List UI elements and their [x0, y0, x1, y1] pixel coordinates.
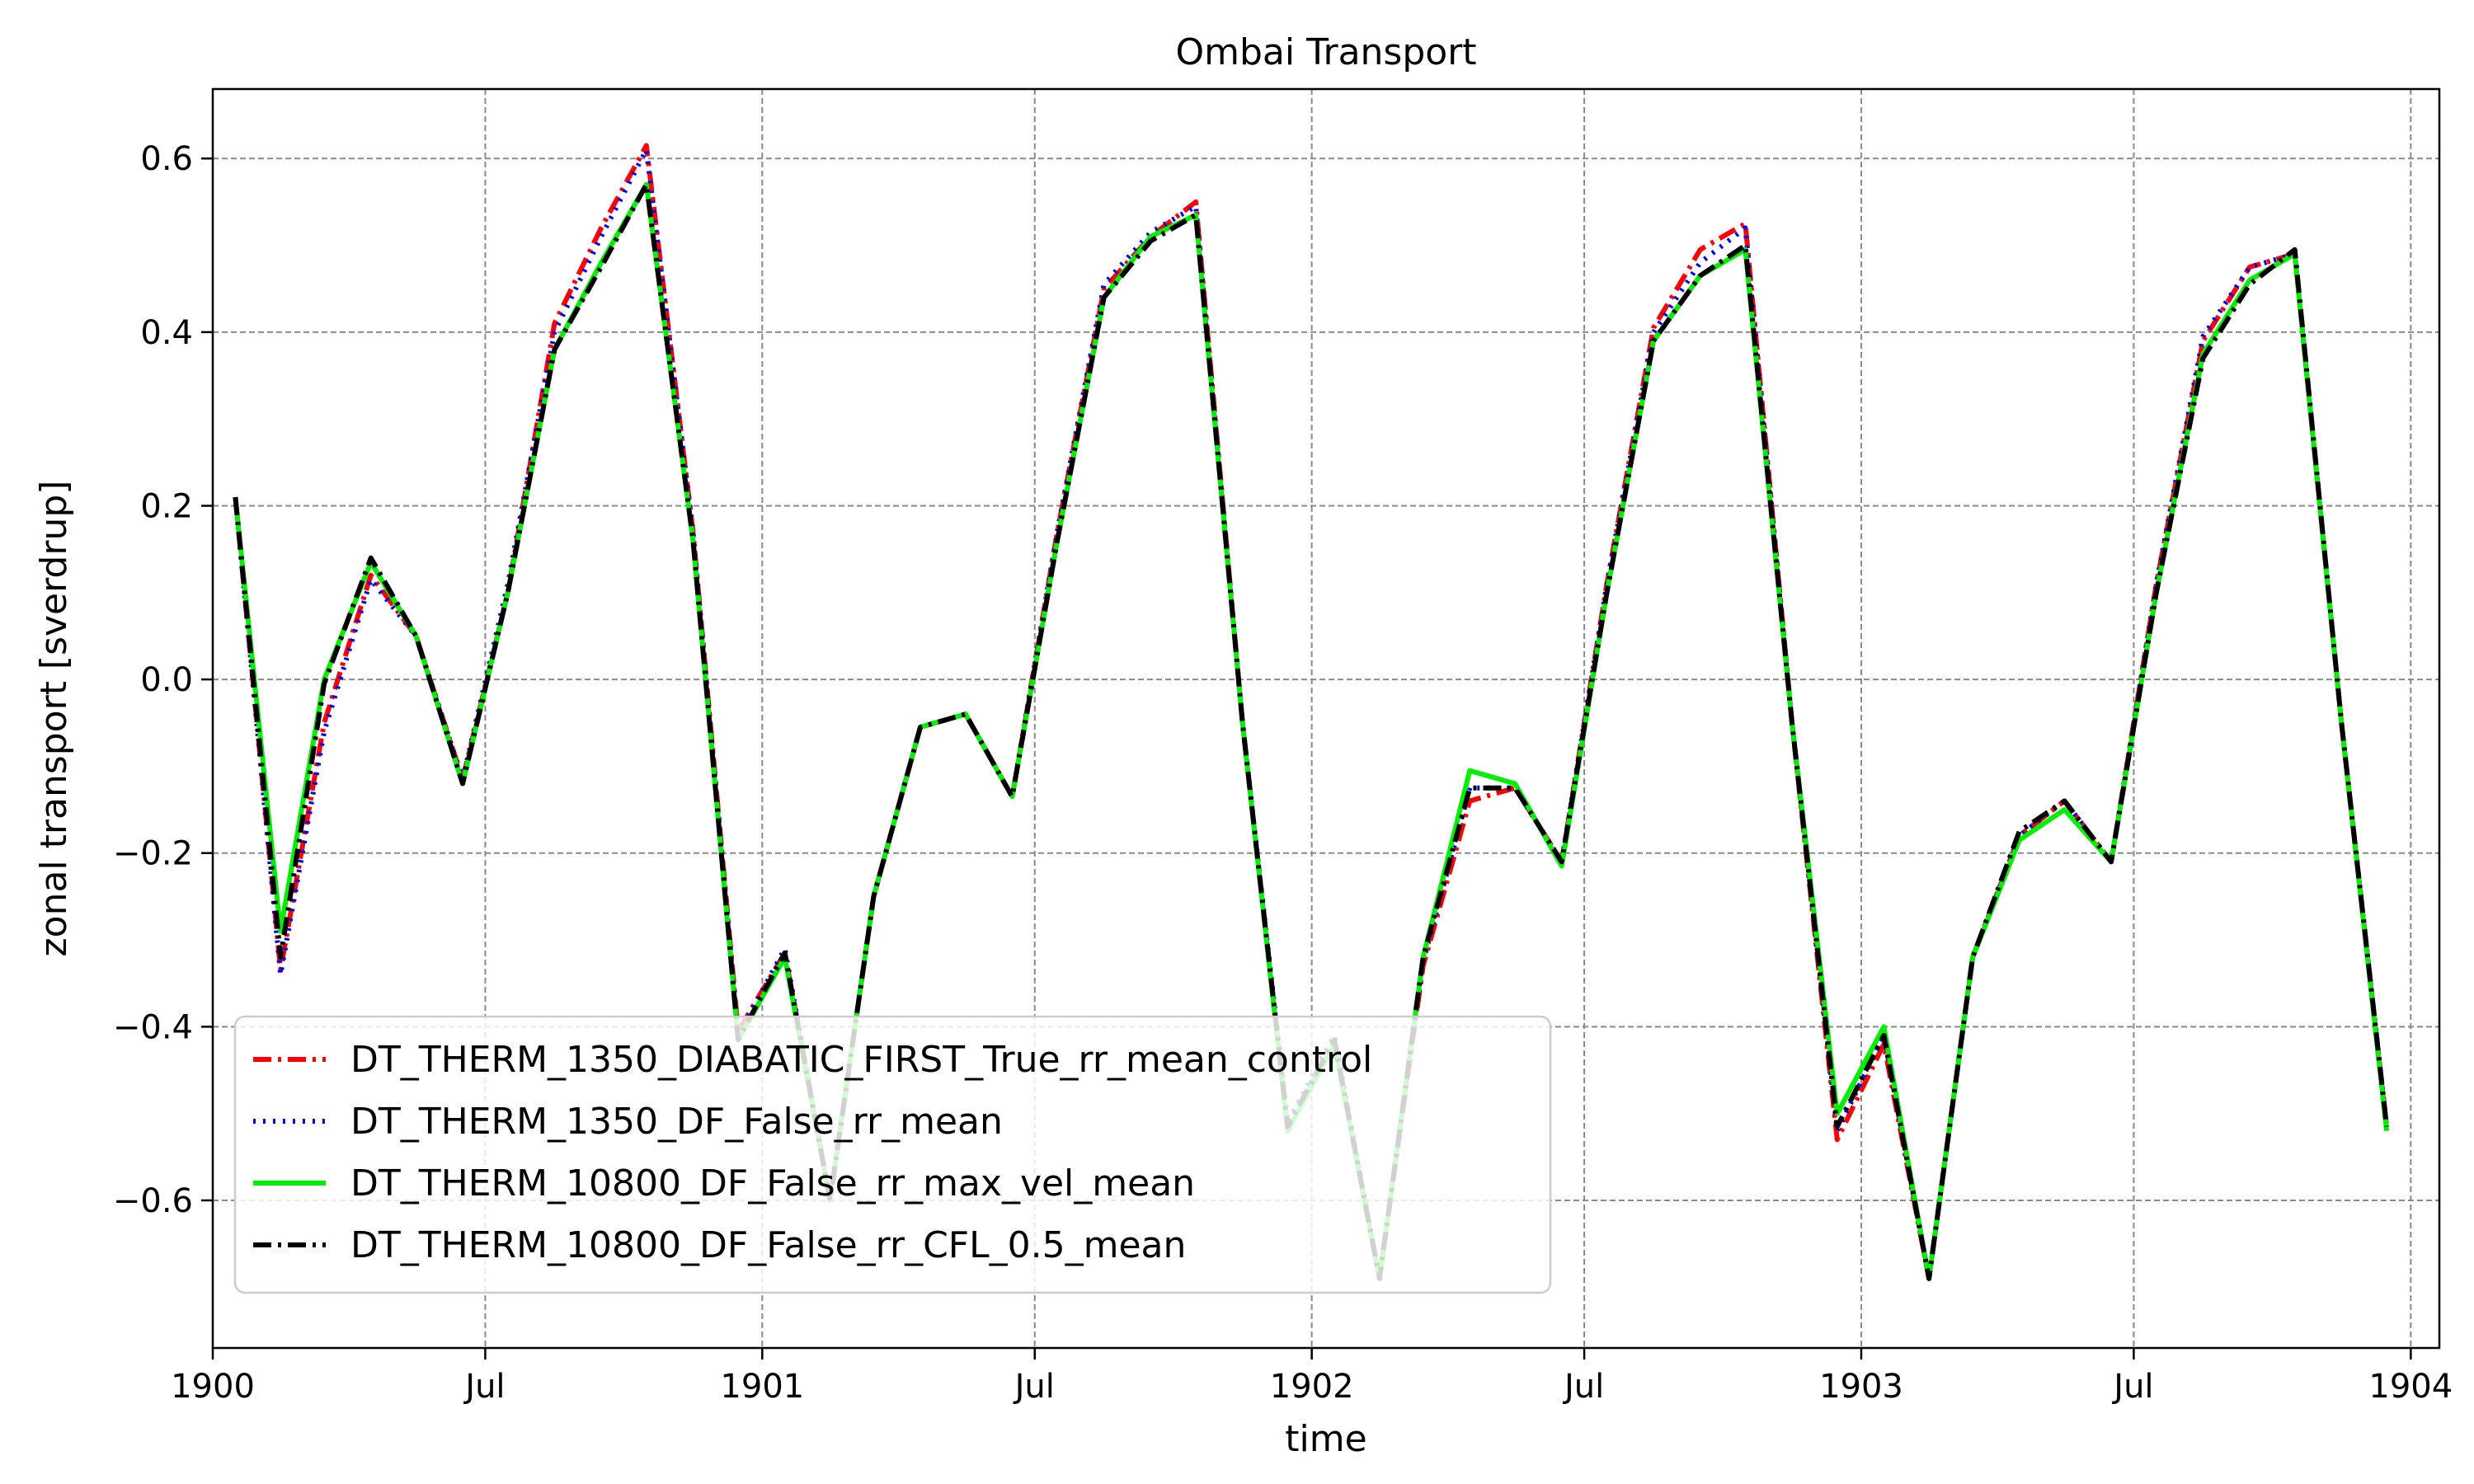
y-tick-label: 0.6: [140, 140, 193, 178]
y-tick-label: 0.4: [140, 314, 193, 352]
legend-label-4: DT_THERM_10800_DF_False_rr_CFL_0.5_mean: [350, 1224, 1186, 1266]
x-tick-label: Jul: [1013, 1368, 1055, 1406]
x-tick-label: 1903: [1819, 1368, 1903, 1406]
y-tick-label: −0.2: [113, 835, 193, 873]
legend: DT_THERM_1350_DIABATIC_FIRST_True_rr_mea…: [233, 1015, 1552, 1294]
legend-label-2: DT_THERM_1350_DF_False_rr_mean: [350, 1101, 1003, 1143]
x-tick-label: 1901: [720, 1368, 804, 1406]
y-tick-label: −0.4: [113, 1008, 193, 1046]
chart-title: Ombai Transport: [1175, 31, 1476, 73]
legend-label-1: DT_THERM_1350_DIABATIC_FIRST_True_rr_mea…: [350, 1039, 1372, 1081]
x-tick-label: 1900: [171, 1368, 255, 1406]
x-tick-label: Jul: [2111, 1368, 2153, 1406]
y-tick-label: 0.0: [140, 661, 193, 699]
y-tick-label: 0.2: [140, 487, 193, 525]
y-axis-title: zonal transport [sverdrup]: [33, 481, 75, 957]
x-axis-title: time: [1285, 1418, 1366, 1460]
x-tick-label: Jul: [463, 1368, 505, 1406]
legend-box: [233, 1015, 1552, 1294]
legend-label-3: DT_THERM_10800_DF_False_rr_max_vel_mean: [350, 1162, 1195, 1205]
x-tick-label: 1902: [1270, 1368, 1354, 1406]
x-tick-label: Jul: [1562, 1368, 1604, 1406]
y-tick-label: −0.6: [113, 1182, 193, 1220]
plot-frame: [211, 87, 2441, 1350]
grid: [212, 89, 2439, 1348]
ticks: 1900 Jul 1901 Jul 1902 Jul 1903 Jul 1904 0.6 0.4 0.…: [113, 140, 2453, 1406]
x-tick-label: 1904: [2368, 1368, 2453, 1406]
series-line-2: [233, 147, 2390, 1281]
